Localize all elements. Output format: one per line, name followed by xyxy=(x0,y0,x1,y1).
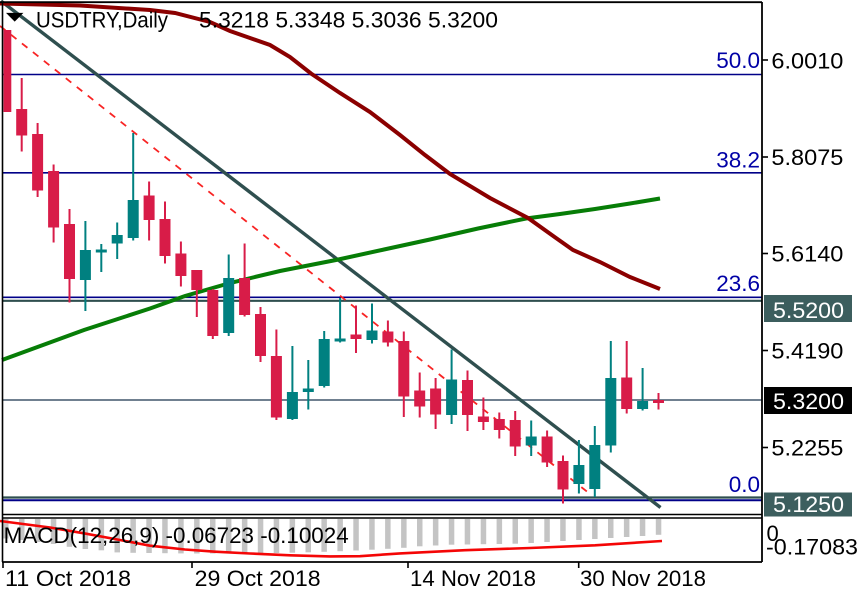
svg-text:38.2: 38.2 xyxy=(716,147,760,172)
svg-text:MACD(12,26,9) -0.06723 -0.1002: MACD(12,26,9) -0.06723 -0.10024 xyxy=(4,523,349,548)
svg-text:30 Nov 2018: 30 Nov 2018 xyxy=(580,566,706,591)
svg-text:14 Nov 2018: 14 Nov 2018 xyxy=(410,566,536,591)
svg-text:5.3200: 5.3200 xyxy=(773,389,844,414)
svg-text:5.1250: 5.1250 xyxy=(773,492,844,517)
svg-text:0: 0 xyxy=(767,521,779,546)
svg-text:11 Oct 2018: 11 Oct 2018 xyxy=(5,566,131,591)
svg-text:50.0: 50.0 xyxy=(716,48,760,73)
svg-text:5.5200: 5.5200 xyxy=(773,298,844,323)
svg-text:5.8075: 5.8075 xyxy=(771,145,843,170)
svg-text:23.6: 23.6 xyxy=(716,271,760,296)
svg-text:0.0: 0.0 xyxy=(729,472,760,497)
svg-text:29 Oct 2018: 29 Oct 2018 xyxy=(195,566,321,591)
svg-text:-0.17083: -0.17083 xyxy=(766,535,858,560)
svg-text:USDTRY,Daily: USDTRY,Daily xyxy=(36,7,168,32)
svg-text:5.4190: 5.4190 xyxy=(771,339,843,364)
svg-text:5.6140: 5.6140 xyxy=(771,242,843,267)
svg-text:6.0010: 6.0010 xyxy=(771,48,843,73)
svg-text:5.3218 5.3348 5.3036 5.3200: 5.3218 5.3348 5.3036 5.3200 xyxy=(199,8,498,33)
svg-text:5.2255: 5.2255 xyxy=(771,436,843,461)
